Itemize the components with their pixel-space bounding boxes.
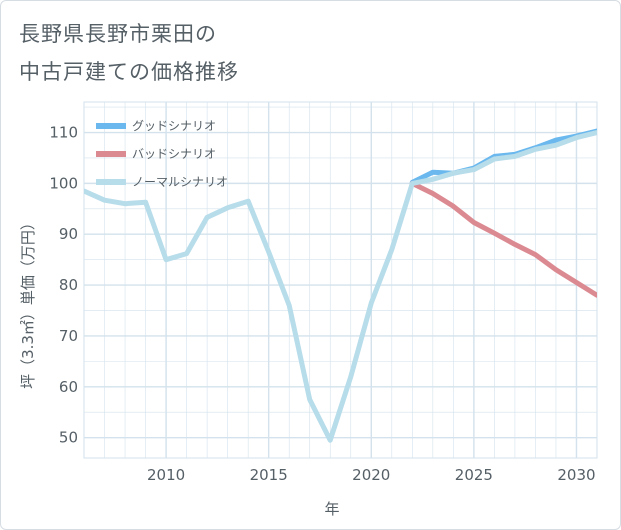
y-axis-label: 坪（3.3㎡）単価（万円） — [19, 215, 37, 389]
chart-title-line1: 長野県長野市栗田の — [19, 22, 217, 46]
legend-label-good: グッドシナリオ — [132, 119, 216, 133]
y-tick-label: 100 — [49, 174, 78, 192]
chart-title-line2: 中古戸建ての価格推移 — [19, 60, 239, 84]
x-tick-label: 2020 — [352, 466, 390, 484]
series-line-bad — [409, 180, 597, 298]
y-tick-label: 50 — [59, 429, 78, 447]
y-tick-label: 70 — [59, 327, 78, 345]
x-tick-label: 2010 — [147, 466, 185, 484]
legend-label-bad: バッドシナリオ — [132, 147, 216, 161]
y-tick-label: 90 — [59, 225, 78, 243]
y-tick-label: 110 — [49, 124, 78, 142]
data-series — [84, 128, 597, 443]
series-line-normal — [84, 130, 597, 443]
x-tick-label: 2015 — [250, 466, 288, 484]
tick-labels: 2010 2015 2020 2025 2030 50 60 70 80 90 100 110 — [49, 124, 595, 484]
y-tick-label: 80 — [59, 276, 78, 294]
legend-label-normal: ノーマルシナリオ — [132, 175, 228, 189]
x-tick-label: 2030 — [557, 466, 595, 484]
y-tick-label: 60 — [59, 378, 78, 396]
chart-title: 長野県長野市栗田の 中古戸建ての価格推移 — [19, 15, 239, 91]
x-axis-label: 年 — [324, 500, 339, 518]
x-tick-label: 2025 — [455, 466, 493, 484]
